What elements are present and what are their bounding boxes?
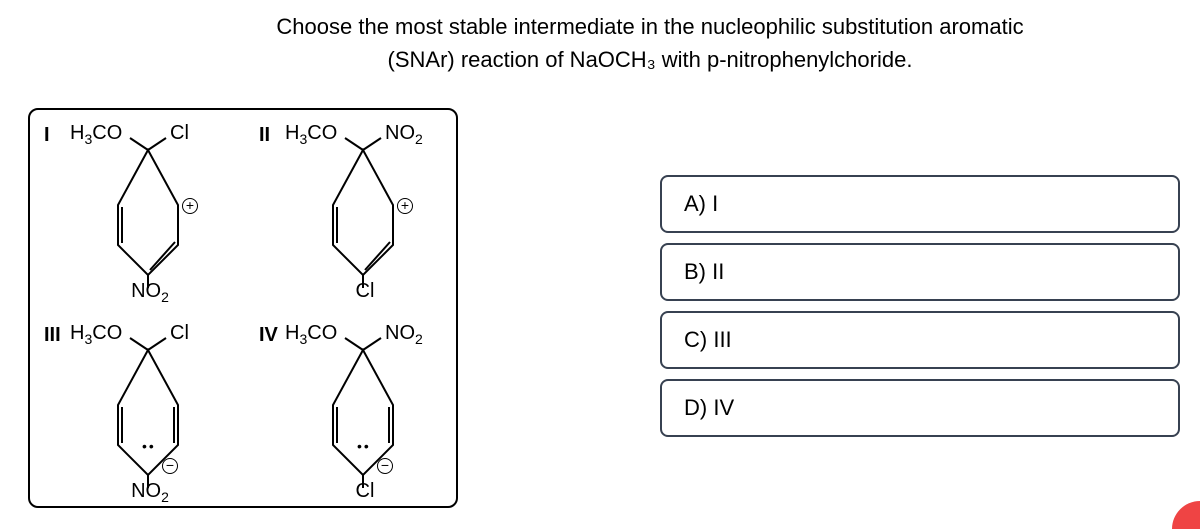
answer-options: A) I B) II C) III D) IV	[660, 175, 1180, 447]
option-c[interactable]: C) III	[660, 311, 1180, 369]
sub-bottom-1: NO2	[120, 280, 180, 305]
charge-2: +	[397, 198, 413, 214]
charge-1: +	[182, 198, 198, 214]
structure-1: I H3CO Cl + NO2	[30, 110, 245, 310]
corner-accent-icon	[1172, 501, 1200, 529]
sub-bottom-3: NO2	[120, 480, 180, 505]
lonepair-3: ••	[142, 438, 156, 454]
charge-4: −	[377, 458, 393, 474]
sub-bottom-4: Cl	[335, 480, 395, 503]
lonepair-4: ••	[357, 438, 371, 454]
option-a[interactable]: A) I	[660, 175, 1180, 233]
question-line2: (SNAr) reaction of NaOCH₃ with p-nitroph…	[388, 47, 913, 72]
structure-2: II H3CO NO2 + Cl	[245, 110, 460, 310]
structures-panel: I H3CO Cl + NO2 II H3CO NO2	[28, 108, 458, 508]
structure-4: IV H3CO NO2 •• − Cl	[245, 310, 460, 510]
charge-3: −	[162, 458, 178, 474]
structure-3: III H3CO Cl •• − NO2	[30, 310, 245, 510]
option-d[interactable]: D) IV	[660, 379, 1180, 437]
question-text: Choose the most stable intermediate in t…	[200, 10, 1100, 76]
question-line1: Choose the most stable intermediate in t…	[276, 14, 1023, 39]
option-b[interactable]: B) II	[660, 243, 1180, 301]
sub-bottom-2: Cl	[335, 280, 395, 303]
